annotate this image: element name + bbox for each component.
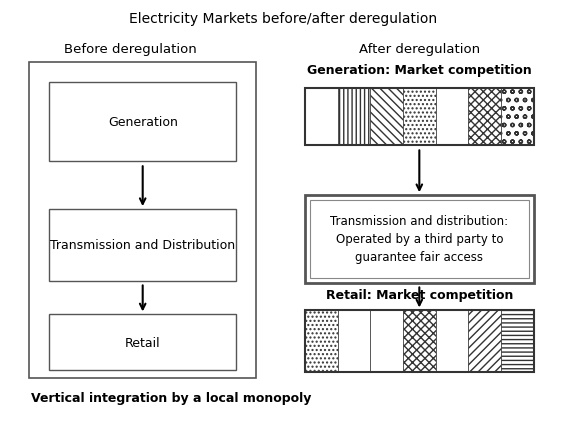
Bar — [49, 83, 236, 162]
Text: Generation: Market competition: Generation: Market competition — [307, 64, 532, 77]
Bar — [305, 311, 534, 372]
Bar — [370, 311, 403, 372]
Text: Before deregulation: Before deregulation — [65, 43, 197, 55]
Bar — [29, 63, 256, 378]
Bar — [310, 201, 529, 278]
Bar — [468, 89, 501, 146]
Bar — [305, 89, 337, 146]
Bar — [403, 89, 435, 146]
Bar — [370, 89, 403, 146]
Bar — [501, 311, 534, 372]
Bar — [468, 311, 501, 372]
Text: Electricity Markets before/after deregulation: Electricity Markets before/after deregul… — [129, 12, 437, 26]
Bar — [337, 311, 370, 372]
Bar — [49, 210, 236, 281]
Bar — [305, 311, 337, 372]
Text: Vertical integration by a local monopoly: Vertical integration by a local monopoly — [31, 391, 312, 404]
Bar — [501, 89, 534, 146]
Bar — [305, 196, 534, 283]
Text: Retail: Market competition: Retail: Market competition — [325, 288, 513, 301]
Text: Generation: Generation — [108, 116, 177, 129]
Text: After deregulation: After deregulation — [359, 43, 480, 55]
Bar — [305, 89, 534, 146]
Text: Transmission and distribution:
Operated by a third party to
guarantee fair acces: Transmission and distribution: Operated … — [330, 215, 509, 264]
Bar — [435, 89, 468, 146]
Bar — [403, 311, 435, 372]
Bar — [49, 314, 236, 370]
Text: Transmission and Distribution: Transmission and Distribution — [50, 239, 235, 252]
Text: Retail: Retail — [125, 336, 160, 349]
Bar — [337, 89, 370, 146]
Bar — [435, 311, 468, 372]
